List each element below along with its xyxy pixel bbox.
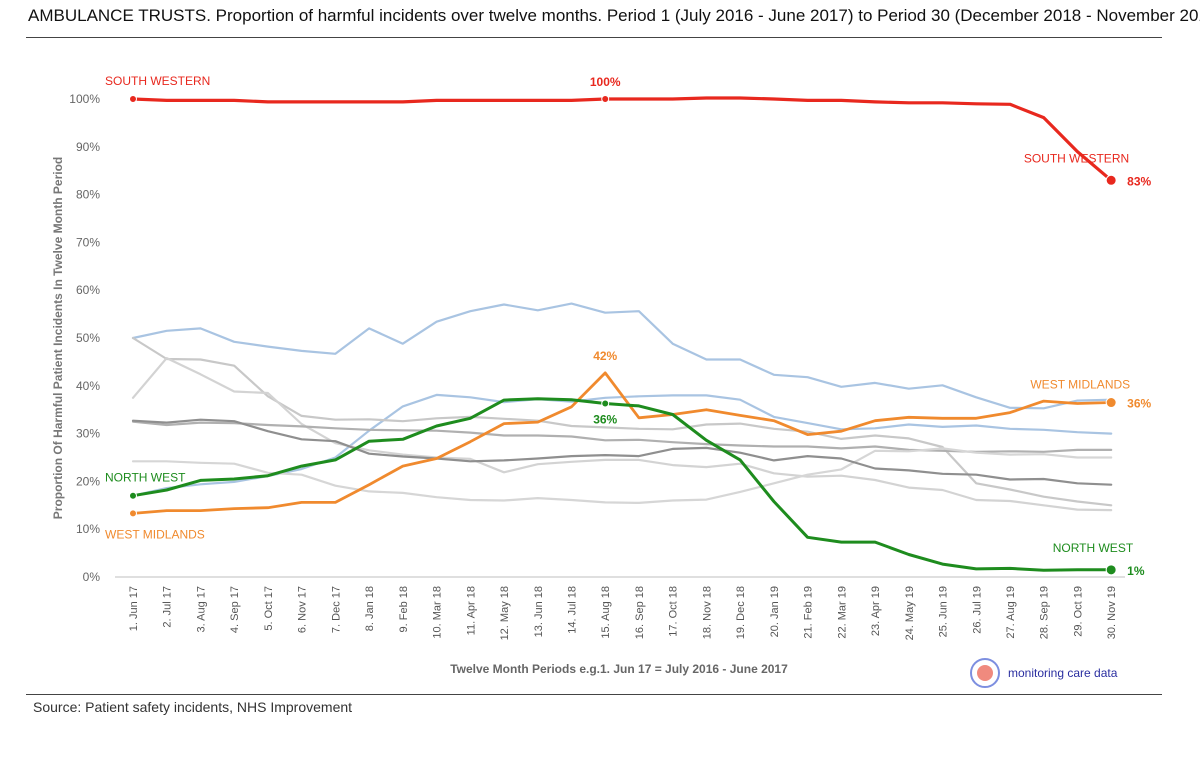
x-tick-label: 22. Mar 19 [836,586,848,639]
brand-dot-icon [977,665,993,681]
x-tick-label: 24. May 19 [904,586,916,640]
x-tick-label: 12. May 18 [499,586,511,640]
series-line-trust-grey-c [131,336,1113,507]
x-tick-label: 25. Jun 19 [938,586,950,637]
series-line-trust-grey-f [131,447,1113,504]
source-note: Source: Patient safety incidents, NHS Im… [33,699,353,715]
annotation-south-western: SOUTH WESTERN [105,74,210,88]
x-tick-label: 27. Aug 19 [1005,586,1017,639]
x-tick-label: 11. Apr 18 [465,586,477,635]
data-point-west-midlands [1105,397,1117,409]
x-tick-label: 5. Oct 17 [263,586,275,631]
y-tick-label: 0% [83,570,101,584]
y-tick-label: 70% [76,235,100,249]
series-line-trust-grey-g [131,418,1113,486]
data-point-south-western [129,95,137,103]
series-line-trust-grey-d [131,357,1113,512]
x-tick-label: 3. Aug 17 [195,586,207,633]
x-tick-label: 19. Dec 18 [735,586,747,639]
y-axis-label: Proportion Of Harmful Patient Incidents … [51,157,65,519]
x-tick-label: 15. Aug 18 [600,586,612,639]
x-tick-label: 28. Sep 19 [1039,586,1051,639]
x-tick-label: 20. Jan 19 [769,586,781,637]
x-tick-label: 23. Apr 19 [870,586,882,636]
annotation-west-midlands: WEST MIDLANDS [1030,378,1130,392]
data-point-south-western [601,95,610,103]
series-line-trust-blue-a [131,302,1113,410]
data-point-south-western [1105,174,1117,186]
data-point-west-midlands [129,509,137,518]
y-tick-label: 100% [69,92,100,106]
series-line-trust-grey-e [131,420,1113,453]
x-tick-label: 30. Nov 19 [1106,586,1118,639]
x-tick-label: 14. Jul 18 [566,586,578,634]
y-tick-label: 40% [76,379,100,393]
x-tick-label: 8. Jan 18 [364,586,376,631]
y-tick-label: 80% [76,188,100,202]
y-tick-label: 30% [76,427,100,441]
x-tick-label: 16. Sep 18 [634,586,646,639]
x-tick-label: 26. Jul 19 [971,586,983,634]
series-line-north-west [131,397,1113,572]
line-chart: 0% 10% 20% 30% 40% 50% 60% 70% 80% 90% 100% 1. Jun … [51,74,1152,676]
y-tick-label: 90% [76,140,100,154]
x-tick-label: 7. Dec 17 [330,586,342,633]
annotation-south-western: SOUTH WESTERN [1024,151,1129,165]
annotation-west-midlands: WEST MIDLANDS [105,527,205,541]
annotation-north-west: 36% [593,412,617,426]
x-tick-label: 9. Feb 18 [398,586,410,632]
x-tick-label: 13. Jun 18 [533,586,545,637]
x-tick-label: 2. Jul 17 [162,586,174,628]
annotation-north-west: 1% [1127,564,1145,578]
annotation-west-midlands: 36% [1127,397,1151,411]
x-axis-label: Twelve Month Periods e.g.1. Jun 17 = Jul… [450,662,788,676]
series-line-west-midlands [131,371,1113,515]
x-tick-label: 6. Nov 17 [297,586,309,633]
annotation-north-west: NORTH WEST [1053,541,1134,555]
x-tick-label: 1. Jun 17 [128,586,140,631]
series-line-south-western [131,96,1113,182]
x-tick-label: 18. Nov 18 [701,586,713,639]
brand-text: monitoring care data [1008,666,1118,680]
x-tick-label: 4. Sep 17 [229,586,241,633]
annotation-north-west: NORTH WEST [105,471,186,485]
y-tick-label: 50% [76,331,100,345]
data-point-north-west [601,399,610,408]
x-tick-label: 21. Feb 19 [803,586,815,639]
x-tick-label: 10. Mar 18 [432,586,444,639]
brand-ring-icon [970,658,1000,688]
brand-logo: monitoring care data [970,655,1117,691]
bottom-divider [26,694,1162,695]
annotation-west-midlands: 42% [593,349,617,363]
annotation-south-western: 100% [590,75,621,89]
annotation-south-western: 83% [1127,174,1151,188]
y-tick-label: 10% [76,522,100,536]
x-tick-label: 17. Oct 18 [668,586,680,637]
chart-title: AMBULANCE TRUSTS. Proportion of harmful … [28,6,1200,25]
y-tick-label: 20% [76,474,100,488]
y-tick-label: 60% [76,283,100,297]
x-tick-label: 29. Oct 19 [1072,586,1084,637]
data-point-north-west [1105,564,1117,576]
series-line-trust-blue-b [131,393,1113,497]
data-point-north-west [129,491,137,500]
top-divider [26,37,1162,38]
